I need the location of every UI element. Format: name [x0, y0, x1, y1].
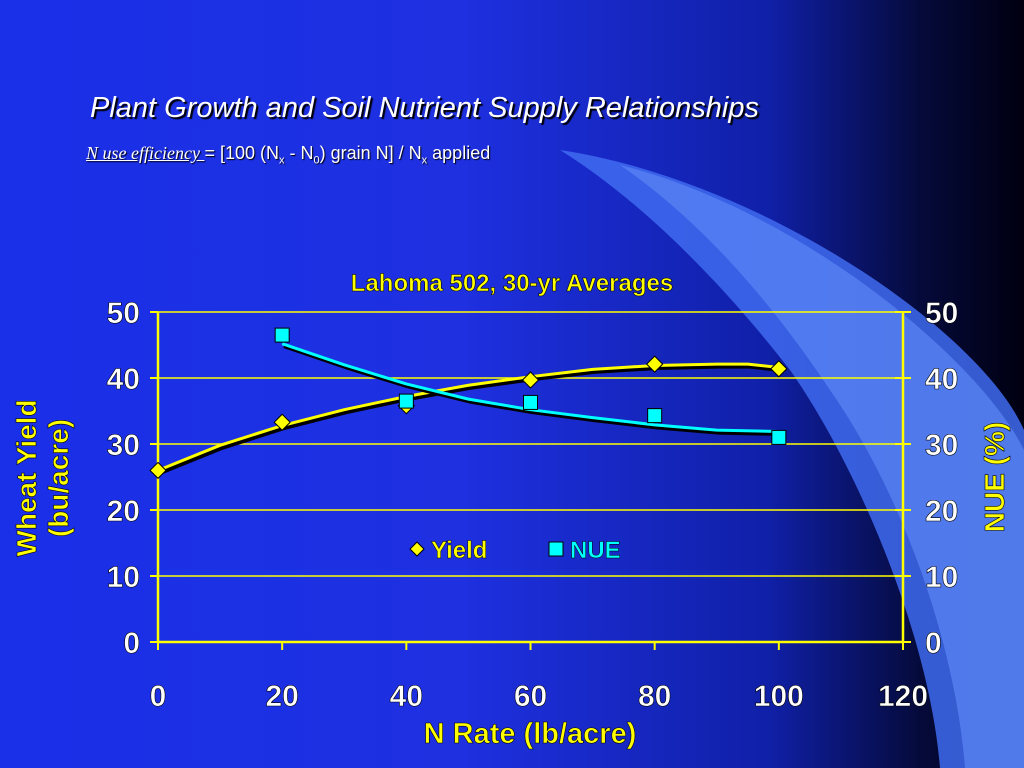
- axes: 0 10 20 30 40 50 0 10 20 30 40 50 0 20 40 60 80 100 120: [106, 297, 958, 714]
- x-tick-label: 40: [390, 680, 423, 713]
- yield-point: [521, 371, 540, 389]
- y-axis-title-line1: Wheat Yield: [11, 399, 42, 556]
- y2-tick-label: 10: [925, 561, 958, 594]
- formula-mid2: ) grain N] / N: [319, 143, 422, 163]
- x-tick-label: 100: [754, 680, 804, 713]
- background-swoosh-shape: [560, 150, 1024, 768]
- y-tick-label: 10: [107, 561, 140, 594]
- gridlines: [158, 311, 903, 643]
- nue-point: [398, 393, 414, 409]
- y2-tick-label: 30: [925, 429, 958, 462]
- axis-labels: Lahoma 502, 30-yr Averages N Rate (lb/ac…: [11, 270, 1011, 751]
- nue-trendline-shadow: [283, 343, 781, 436]
- yield-point: [770, 360, 788, 378]
- nue-point: [523, 394, 538, 410]
- formula-tail: applied: [427, 143, 491, 163]
- y-tick-label: 50: [107, 297, 140, 330]
- y-axis-title-group: Wheat Yield (bu/acre): [11, 399, 75, 557]
- y2-axis-title: NUE (%): [979, 422, 1010, 532]
- nue-formula: N use efficiency = [100 (Nx - N0) grain …: [86, 143, 490, 167]
- yield-point: [149, 461, 167, 480]
- x-tick-label: 80: [638, 680, 671, 713]
- nue-point: [771, 429, 787, 445]
- x-tick-label: 60: [514, 680, 547, 713]
- nue-point: [647, 408, 663, 424]
- legend: Yield NUE: [409, 537, 621, 564]
- y2-tick-label: 20: [925, 495, 958, 528]
- y2-tick-label: 40: [925, 363, 958, 396]
- legend-yield-label: Yield: [431, 537, 487, 564]
- y-tick-label: 20: [107, 495, 140, 528]
- formula-term: N use efficiency: [86, 143, 205, 163]
- formula-sub-0: 0: [313, 154, 320, 167]
- formula-sub-x1: x: [279, 154, 285, 167]
- legend-yield-marker: [409, 541, 425, 557]
- y-tick-label: 40: [107, 363, 140, 396]
- nue-point: [274, 327, 290, 343]
- legend-nue-marker: [548, 541, 564, 557]
- x-tick-label: 0: [150, 680, 167, 713]
- x-axis-title: N Rate (lb/acre): [424, 718, 637, 750]
- yield-trendline-shadow: [159, 363, 782, 475]
- formula-sub-x2: x: [421, 154, 428, 167]
- yield-point: [273, 413, 291, 431]
- yield-point: [645, 355, 664, 373]
- legend-nue-label: NUE: [570, 537, 621, 564]
- y-axis-title-line2: (bu/acre): [43, 419, 74, 537]
- y-tick-label: 0: [123, 627, 140, 660]
- y-tick-label: 30: [107, 429, 140, 462]
- background-swoosh-highlight: [620, 165, 1024, 768]
- series: [149, 327, 788, 480]
- chart-title: Lahoma 502, 30-yr Averages: [351, 270, 673, 297]
- x-tick-label: 120: [878, 680, 928, 713]
- yield-trendline: [157, 362, 779, 472]
- x-tick-label: 20: [265, 680, 298, 713]
- formula-eq: = [100 (N: [204, 143, 279, 163]
- formula-mid: - N: [284, 143, 314, 163]
- slide-title: Plant Growth and Soil Nutrient Supply Re…: [90, 92, 759, 124]
- y2-tick-label: 0: [925, 627, 942, 660]
- y2-tick-label: 50: [925, 297, 958, 330]
